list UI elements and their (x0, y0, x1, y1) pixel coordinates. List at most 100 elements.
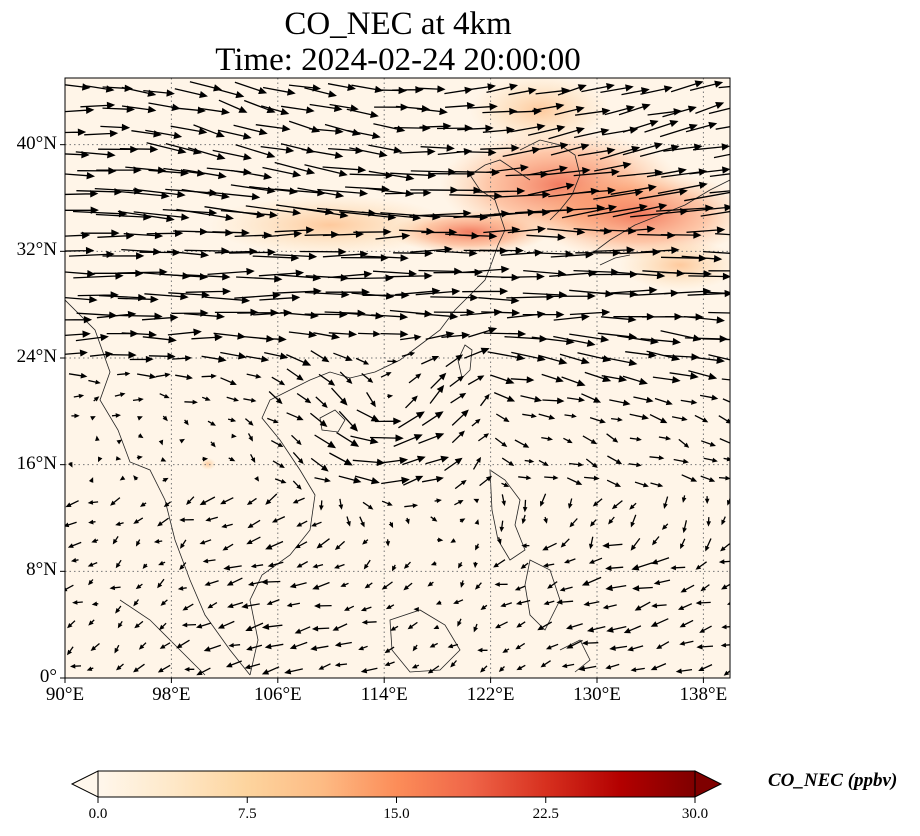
wind-arrow (481, 309, 521, 317)
wind-arrow (501, 482, 510, 487)
wind-arrow (87, 500, 99, 505)
wind-arrow (480, 144, 520, 152)
wind-arrow (405, 517, 410, 525)
wind-arrow (670, 80, 704, 93)
wind-arrow (272, 460, 285, 469)
wind-arrow (179, 438, 185, 444)
wind-arrow (314, 434, 337, 449)
wind-arrow (207, 267, 255, 276)
wind-arrow (622, 119, 659, 133)
wind-arrow (88, 579, 94, 586)
wind-arrow (327, 270, 373, 279)
wind-arrow (135, 539, 141, 547)
lat-tick-label: 8°N (26, 559, 57, 581)
wind-arrow (262, 86, 296, 96)
wind-arrow (487, 351, 526, 361)
wind-arrow (550, 143, 590, 156)
wind-arrow (374, 417, 402, 425)
wind-arrow (255, 124, 291, 133)
wind-arrow (520, 395, 543, 403)
wind-arrow (680, 584, 695, 593)
wind-arrow (593, 246, 635, 254)
wind-arrow (223, 564, 242, 571)
wind-arrow (650, 663, 667, 671)
wind-arrow (540, 660, 551, 668)
wind-arrow (225, 660, 242, 668)
wind-arrow (153, 539, 163, 544)
wind-arrow (567, 396, 586, 403)
wind-arrow (583, 601, 600, 607)
wind-arrow (182, 603, 194, 611)
wind-arrow (388, 521, 394, 529)
wind-arrow (629, 502, 637, 510)
wind-arrow (495, 621, 508, 629)
wind-arrow (181, 622, 197, 628)
wind-arrow (117, 371, 131, 377)
wind-arrow (204, 296, 251, 304)
wind-arrow (354, 475, 380, 485)
wind-arrow (462, 287, 509, 296)
wind-arrow (612, 203, 668, 218)
wind-arrow (479, 475, 493, 487)
wind-arrow (441, 331, 471, 340)
wind-arrow (261, 578, 281, 586)
wind-arrow (474, 187, 526, 195)
wind-arrow (362, 254, 409, 262)
wind-arrow (217, 620, 235, 629)
wind-arrow (427, 665, 440, 674)
wind-arrow (116, 439, 123, 445)
wind-arrow (625, 351, 657, 359)
wind-arrow (234, 291, 282, 300)
wind-arrow (246, 644, 263, 651)
wind-arrow (721, 624, 730, 630)
wind-arrow (532, 102, 565, 112)
wind-arrow (271, 376, 286, 386)
wind-arrow (515, 599, 531, 606)
wind-arrow (573, 168, 620, 177)
wind-arrow (312, 563, 324, 569)
wind-arrow (609, 399, 631, 406)
wind-arrow (649, 455, 665, 461)
wind-arrow (685, 121, 718, 133)
wind-arrow (606, 433, 619, 443)
wind-arrow (363, 559, 371, 570)
wind-arrow (689, 80, 724, 92)
wind-arrow (381, 500, 393, 506)
wind-arrow (373, 123, 406, 133)
wind-arrow (309, 127, 344, 135)
wind-arrow (679, 203, 730, 213)
wind-arrow (623, 625, 642, 634)
map-frame (64, 77, 731, 679)
wind-arrow (245, 205, 302, 216)
wind-arrow (296, 561, 309, 568)
wind-arrow (166, 250, 210, 259)
wind-arrow (267, 561, 284, 568)
wind-arrow (516, 664, 526, 671)
co-plume-central-china (210, 195, 450, 255)
wind-arrow (421, 228, 458, 237)
wind-arrow (281, 105, 315, 114)
wind-arrow (430, 561, 437, 566)
wind-arrow (311, 625, 330, 632)
wind-arrow (207, 420, 216, 426)
wind-arrow (501, 272, 545, 281)
wind-arrow (478, 433, 490, 442)
wind-arrow (346, 516, 351, 527)
wind-arrow (292, 497, 305, 504)
wind-arrow (231, 433, 237, 439)
wind-arrow (117, 620, 123, 629)
wind-arrow (286, 602, 301, 608)
wind-arrow (162, 477, 169, 483)
wind-arrow (542, 542, 557, 551)
wind-arrow (688, 272, 730, 281)
wind-arrow (471, 418, 481, 427)
wind-arrow (542, 397, 565, 405)
wind-arrow (264, 643, 284, 650)
wind-arrow (696, 644, 714, 650)
wind-arrow (543, 516, 548, 524)
wind-arrow (294, 626, 311, 634)
wind-arrow (297, 187, 345, 199)
coastline-korea (519, 139, 581, 221)
wind-arrow (334, 662, 348, 668)
wind-arrow (70, 663, 82, 669)
